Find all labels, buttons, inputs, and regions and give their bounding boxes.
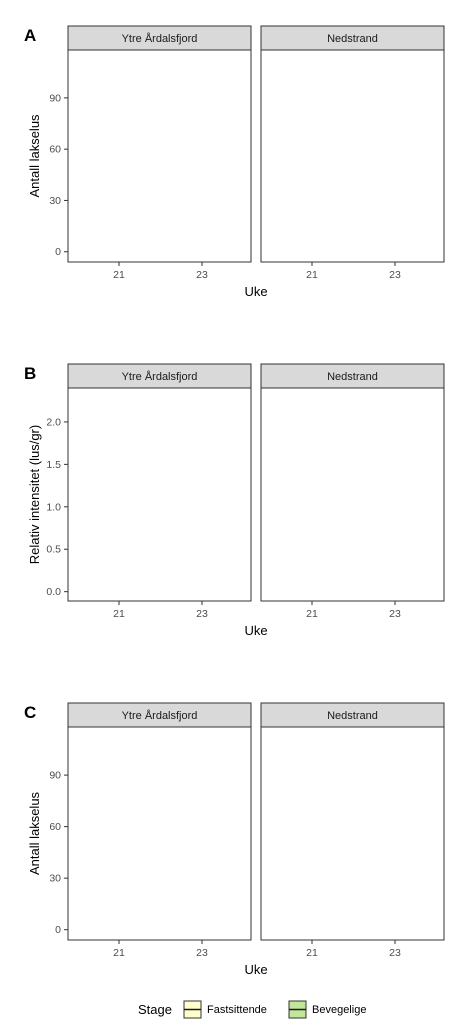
- facet-strip: [260, 702, 445, 728]
- y-tick-label: 0: [55, 246, 61, 258]
- y-tick-label: 0.0: [46, 586, 61, 598]
- y-axis-title: Relativ intensitet (lus/gr): [27, 425, 42, 564]
- facet-ytre-ardalsfjord: Ytre Årdalsfjord 21 23: [67, 25, 252, 281]
- plot-border: [67, 387, 252, 602]
- x-tick-label: 21: [306, 608, 318, 620]
- x-tick-label: 23: [196, 269, 208, 281]
- facet-ytre-ardalsfjord: Ytre Årdalsfjord 21 23: [67, 702, 252, 959]
- x-tick-label: 21: [306, 269, 318, 281]
- facet-strip-label: Ytre Årdalsfjord: [122, 32, 198, 45]
- y-tick-label: 1.5: [46, 459, 61, 471]
- y-tick-label: 60: [49, 144, 61, 156]
- legend: Stage Fastsittende Bevegelige: [138, 1000, 366, 1019]
- plot-border: [67, 49, 252, 263]
- x-tick-label: 23: [196, 947, 208, 959]
- x-tick-label: 23: [389, 269, 401, 281]
- y-axis-title: Antall lakselus: [27, 791, 42, 875]
- legend-label-bevegelige: Bevegelige: [312, 1004, 366, 1016]
- panel-a: A Antall lakselus Uke 0 30 60 90 Ytre Årdalsfjo…: [24, 25, 445, 299]
- x-axis-title: Uke: [244, 962, 267, 977]
- y-tick-label: 30: [49, 195, 61, 207]
- x-tick-label: 21: [113, 608, 125, 620]
- plot-border: [260, 387, 445, 602]
- x-tick-label: 21: [306, 947, 318, 959]
- panel-letter: C: [24, 703, 36, 722]
- facet-nedstrand: Nedstrand 21 23: [260, 25, 445, 281]
- facet-strip: [260, 363, 445, 389]
- plot-border: [260, 726, 445, 941]
- facet-strip-label: Ytre Årdalsfjord: [122, 370, 198, 383]
- facet-strip: [67, 702, 252, 728]
- facet-strip-label: Nedstrand: [327, 33, 378, 45]
- x-tick-label: 23: [196, 608, 208, 620]
- x-tick-label: 21: [113, 947, 125, 959]
- x-tick-label: 23: [389, 608, 401, 620]
- y-tick-label: 2.0: [46, 416, 61, 428]
- x-axis-title: Uke: [244, 623, 267, 638]
- legend-title: Stage: [138, 1002, 172, 1017]
- x-tick-label: 23: [389, 947, 401, 959]
- panel-c: C Antall lakselus Uke 0 30 60 90 Ytre Årdalsfjo…: [24, 702, 445, 977]
- y-tick-label: 60: [49, 821, 61, 833]
- legend-label-fastsittende: Fastsittende: [207, 1004, 267, 1016]
- y-tick-label: 0: [55, 924, 61, 936]
- facet-strip-label: Nedstrand: [327, 710, 378, 722]
- facet-nedstrand: Nedstrand 21 23: [260, 702, 445, 959]
- y-tick-label: 90: [49, 770, 61, 782]
- panel-letter: B: [24, 364, 36, 383]
- facet-strip: [260, 25, 445, 51]
- facet-strip: [67, 363, 252, 389]
- y-axis-title: Antall lakselus: [27, 114, 42, 198]
- panel-letter: A: [24, 26, 36, 45]
- plot-border: [260, 49, 445, 263]
- facet-strip-label: Nedstrand: [327, 371, 378, 383]
- panel-b: B Relativ intensitet (lus/gr) Uke 0.0 0.5 1.0…: [24, 363, 445, 638]
- facet-strip: [67, 25, 252, 51]
- plot-border: [67, 726, 252, 941]
- y-tick-label: 90: [49, 92, 61, 104]
- x-tick-label: 21: [113, 269, 125, 281]
- y-tick-label: 0.5: [46, 544, 61, 556]
- y-tick-label: 30: [49, 873, 61, 885]
- y-tick-label: 1.0: [46, 501, 61, 513]
- x-axis-title: Uke: [244, 284, 267, 299]
- facet-strip-label: Ytre Årdalsfjord: [122, 709, 198, 722]
- facet-ytre-ardalsfjord: Ytre Årdalsfjord 21 23: [67, 363, 252, 620]
- facet-nedstrand: Nedstrand 21 23: [260, 363, 445, 620]
